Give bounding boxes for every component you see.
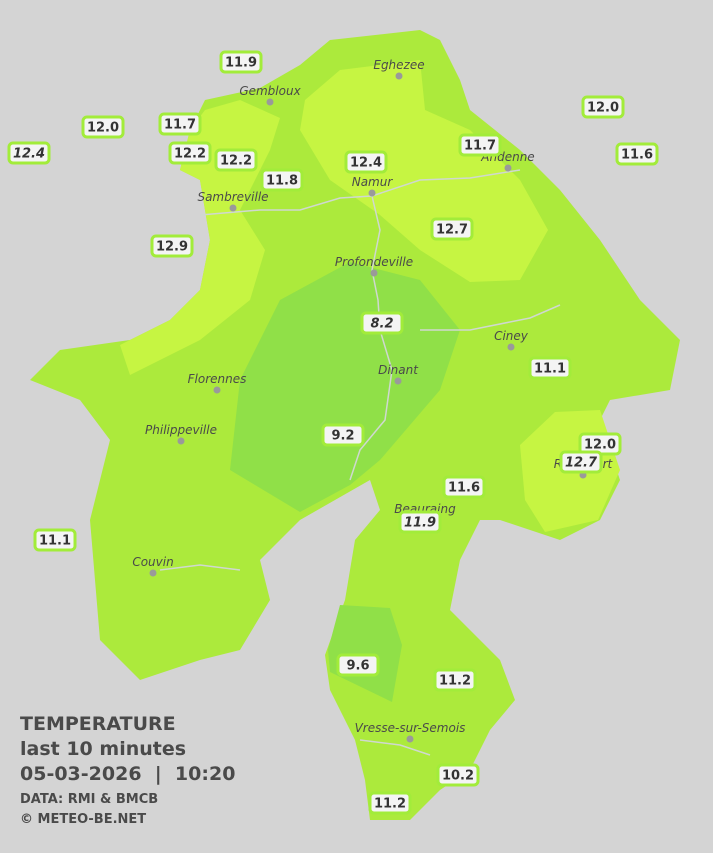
station-box [458, 133, 502, 157]
stations: 11.9 12.0 11.7 12.4 12.2 12.2 11.8 12.4 11.7 12.0… [7, 50, 659, 815]
station-value: 12.0 [87, 121, 119, 136]
station-box [398, 510, 442, 534]
city-label: Dinant [378, 363, 419, 377]
legend-subtitle: last 10 minutes [20, 738, 186, 760]
city-dot [395, 72, 403, 80]
station-box [430, 217, 474, 241]
station-value: 9.2 [331, 429, 354, 444]
city-dot [266, 98, 274, 106]
station-value: 12.7 [565, 456, 598, 471]
station-value: 11.8 [266, 174, 298, 189]
station-box [33, 528, 77, 552]
city-dot [370, 269, 378, 277]
city-dot [177, 437, 185, 445]
station-value: 11.9 [225, 56, 257, 71]
station-box [219, 50, 263, 74]
station-box [158, 112, 202, 136]
station-box [442, 475, 486, 499]
station-box [433, 668, 477, 692]
station-box [528, 356, 572, 380]
station-box [150, 234, 194, 258]
station-box [260, 168, 304, 192]
city-label: Philippeville [145, 423, 217, 437]
legend-source: DATA: RMI & BMCB [20, 792, 158, 807]
station-box [436, 763, 480, 787]
city-dot [507, 343, 515, 351]
cities: EghezeeGemblouxAndenneNamurSambrevillePr… [132, 58, 614, 743]
station-box [615, 142, 659, 166]
station-value: 11.1 [39, 534, 71, 549]
city-dot [406, 735, 414, 743]
city-label: Namur [352, 175, 394, 189]
station-value: 12.9 [156, 240, 188, 255]
warm-zone [300, 60, 548, 282]
city-dot [149, 569, 157, 577]
city-label: Ciney [494, 329, 529, 343]
station-value: 11.2 [439, 674, 471, 689]
city-dot [394, 377, 402, 385]
station-box [214, 148, 258, 172]
station-value: 12.7 [436, 223, 468, 238]
station-value: 12.2 [220, 154, 252, 169]
station-box [581, 95, 625, 119]
city-dot [368, 189, 376, 197]
city-dot [229, 204, 237, 212]
station-value: 11.9 [404, 516, 436, 531]
station-box [360, 311, 404, 335]
station-box [368, 791, 412, 815]
station-value: 8.2 [370, 317, 393, 332]
station-value: 11.2 [374, 797, 406, 812]
station-box [7, 141, 51, 165]
station-value: 12.4 [350, 156, 382, 171]
station-value: 11.7 [464, 139, 496, 154]
station-value: 12.4 [13, 147, 45, 162]
legend-credit: © METEO-BE.NET [20, 812, 146, 827]
city-label: Sambreville [197, 190, 268, 204]
station-box [344, 150, 388, 174]
station-box [321, 423, 365, 447]
city-dot [213, 386, 221, 394]
city-label: Couvin [132, 555, 173, 569]
station-box [81, 115, 125, 139]
city-label: Florennes [188, 372, 247, 386]
city-label: Vresse-sur-Semois [355, 721, 466, 735]
legend-datetime: 05-03-2026 | 10:20 [20, 763, 235, 785]
station-value: 11.7 [164, 118, 196, 133]
station-value: 11.6 [621, 148, 653, 163]
station-value: 10.2 [442, 769, 474, 784]
city-label: Gembloux [239, 84, 301, 98]
city-label: Profondeville [335, 255, 413, 269]
station-value: 9.6 [346, 659, 369, 674]
city-label: Eghezee [373, 58, 424, 72]
station-value: 12.0 [587, 101, 619, 116]
station-box [559, 450, 603, 474]
legend-title: TEMPERATURE [20, 713, 176, 735]
station-box [336, 653, 380, 677]
station-value: 11.1 [534, 362, 566, 377]
station-value: 12.2 [174, 147, 206, 162]
station-box [168, 141, 212, 165]
station-value: 11.6 [448, 481, 480, 496]
station-value: 12.0 [584, 438, 616, 453]
city-dot [504, 164, 512, 172]
